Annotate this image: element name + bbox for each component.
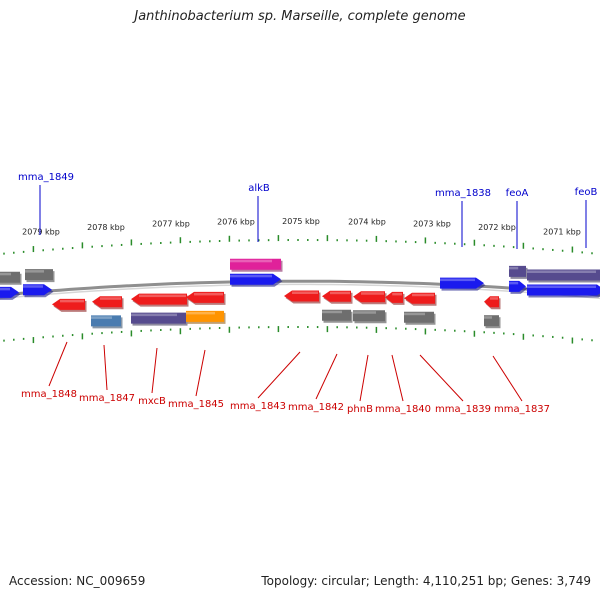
feature-highlight bbox=[392, 292, 402, 296]
forward-gene-label: alkB bbox=[248, 183, 270, 194]
feature-highlight bbox=[139, 294, 186, 298]
feature-highlight bbox=[440, 278, 475, 282]
feature-highlight bbox=[404, 312, 425, 316]
reverse-leader bbox=[103, 344, 108, 391]
feature-highlight bbox=[0, 287, 10, 291]
genome-backbone bbox=[0, 279, 600, 300]
feature-highlight bbox=[527, 270, 596, 274]
scale-label: 2073 kbp bbox=[413, 220, 451, 229]
backbone-line bbox=[0, 279, 600, 297]
map-title: Janthinobacterium sp. Marseille, complet… bbox=[134, 9, 466, 24]
feature-highlight bbox=[361, 292, 384, 295]
tick-marks-top bbox=[3, 235, 593, 255]
feature-highlight bbox=[509, 266, 519, 270]
scale-label: 2076 kbp bbox=[217, 218, 255, 227]
reverse-gene-label: mma_1842 bbox=[288, 402, 344, 413]
reverse-gene-label: mma_1845 bbox=[168, 399, 224, 410]
scale-label: 2071 kbp bbox=[543, 228, 581, 237]
reverse-leader bbox=[151, 347, 158, 394]
forward-gene-label: feoA bbox=[506, 188, 529, 199]
scale-labels: 2079 kbp 2078 kbp 2077 kbp 2076 kbp 2075 kbp… bbox=[22, 217, 581, 237]
feature-highlight bbox=[60, 299, 84, 303]
reverse-leader bbox=[391, 354, 404, 402]
reverse-gene-label: mma_1848 bbox=[21, 389, 77, 400]
forward-gene-label: mma_1838 bbox=[435, 188, 491, 199]
backbone-shadow bbox=[0, 283, 600, 300]
feature-highlight bbox=[353, 311, 376, 314]
forward-gene-label: mma_1849 bbox=[18, 172, 74, 183]
feature-highlight bbox=[230, 274, 272, 278]
feature-highlight bbox=[91, 316, 112, 319]
accession-text: Accession: NC_009659 bbox=[9, 574, 146, 588]
scale-label: 2074 kbp bbox=[348, 218, 386, 227]
feature-highlight bbox=[330, 291, 350, 295]
reverse-gene-label: phnB bbox=[347, 404, 373, 415]
reverse-gene-label: mma_1847 bbox=[79, 393, 135, 404]
reverse-leader bbox=[359, 354, 369, 402]
feature-highlight bbox=[292, 291, 318, 295]
feature-highlight bbox=[484, 316, 492, 319]
scale-label: 2077 kbp bbox=[152, 220, 190, 229]
scale-label: 2079 kbp bbox=[22, 227, 60, 236]
feature-highlight bbox=[100, 297, 121, 300]
scale-label: 2075 kbp bbox=[282, 217, 320, 226]
reverse-gene-label: mma_1839 bbox=[435, 404, 491, 415]
reverse-gene-label: mxcB bbox=[138, 396, 166, 407]
feature-highlight bbox=[230, 259, 272, 263]
feature-highlight bbox=[490, 297, 498, 300]
reverse-gene-label: mma_1843 bbox=[230, 401, 286, 412]
reverse-leader bbox=[257, 351, 301, 399]
scale-label: 2078 kbp bbox=[87, 223, 125, 232]
feature-highlight bbox=[0, 272, 11, 276]
feature-highlight bbox=[527, 285, 596, 289]
label-leaders bbox=[39, 185, 587, 402]
reverse-leader bbox=[48, 341, 68, 387]
feature-highlight bbox=[25, 270, 44, 273]
reverse-leader bbox=[195, 349, 206, 397]
reverse-leader bbox=[315, 353, 338, 400]
feature-highlight bbox=[194, 292, 223, 296]
feature-highlight bbox=[131, 313, 177, 317]
feature-highlight bbox=[509, 281, 519, 285]
feature-highlight bbox=[23, 285, 43, 288]
tick-marks-bottom bbox=[3, 326, 593, 344]
reverse-gene-label: mma_1837 bbox=[494, 404, 550, 415]
feature-highlight bbox=[322, 310, 342, 314]
forward-gene-label: feoB bbox=[575, 187, 598, 198]
reverse-gene-label: mma_1840 bbox=[375, 404, 431, 415]
topology-text: Topology: circular; Length: 4,110,251 bp… bbox=[261, 574, 591, 588]
reverse-leader bbox=[492, 355, 523, 402]
scale-label: 2072 kbp bbox=[478, 223, 516, 232]
feature-highlight bbox=[186, 311, 215, 315]
reverse-leader bbox=[419, 354, 464, 402]
feature-tracks bbox=[0, 258, 600, 329]
feature-highlight bbox=[412, 293, 434, 297]
